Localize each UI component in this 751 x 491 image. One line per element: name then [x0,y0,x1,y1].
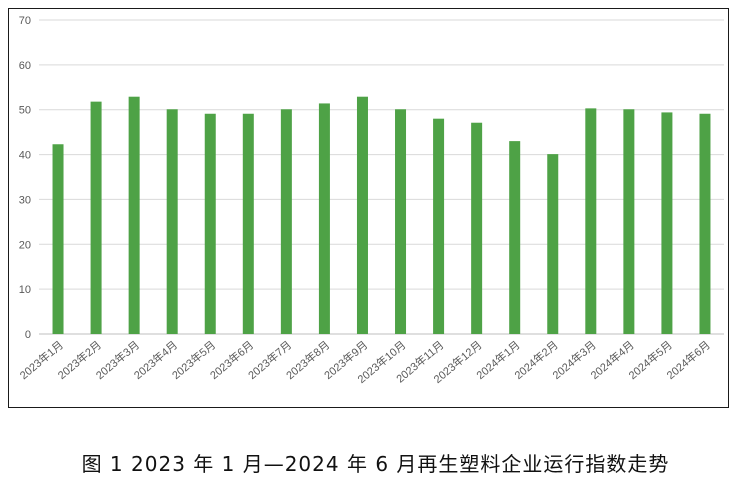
bar [90,101,102,334]
y-tick-label: 50 [19,105,31,117]
y-tick-label: 40 [19,150,31,162]
y-tick-label: 70 [19,15,31,27]
bar [128,96,140,334]
bar [433,118,445,334]
bars [52,96,711,335]
bar [471,122,483,334]
bar [318,103,330,334]
bar [395,109,407,334]
chart-frame: 0 10 20 30 40 50 60 70 2023年1月 2023年2月 2023年3月 202… [8,8,729,408]
bar [242,113,254,334]
bar [509,141,521,334]
gridlines [39,19,724,335]
bar [699,113,711,334]
y-tick-label: 0 [25,329,31,341]
bar-chart: 0 10 20 30 40 50 60 70 2023年1月2023年2月2023年3月202… [17,15,724,386]
bar [356,96,368,334]
bar [166,109,178,334]
y-tick-label: 20 [19,239,31,251]
bar [52,144,64,334]
bar [280,109,292,334]
bar [623,109,635,334]
bar [585,108,597,335]
bar [661,112,673,334]
bar [547,154,559,334]
y-tick-label: 10 [19,284,31,296]
y-axis-ticks: 0 10 20 30 40 50 60 70 [19,15,31,341]
bar [204,113,216,334]
figure-caption: 图 1 2023 年 1 月—2024 年 6 月再生塑料企业运行指数走势 [81,452,670,476]
y-tick-label: 30 [19,194,31,206]
y-tick-label: 60 [19,60,31,72]
x-axis-ticks: 2023年1月2023年2月2023年3月2023年4月2023年5月2023年… [17,338,713,386]
